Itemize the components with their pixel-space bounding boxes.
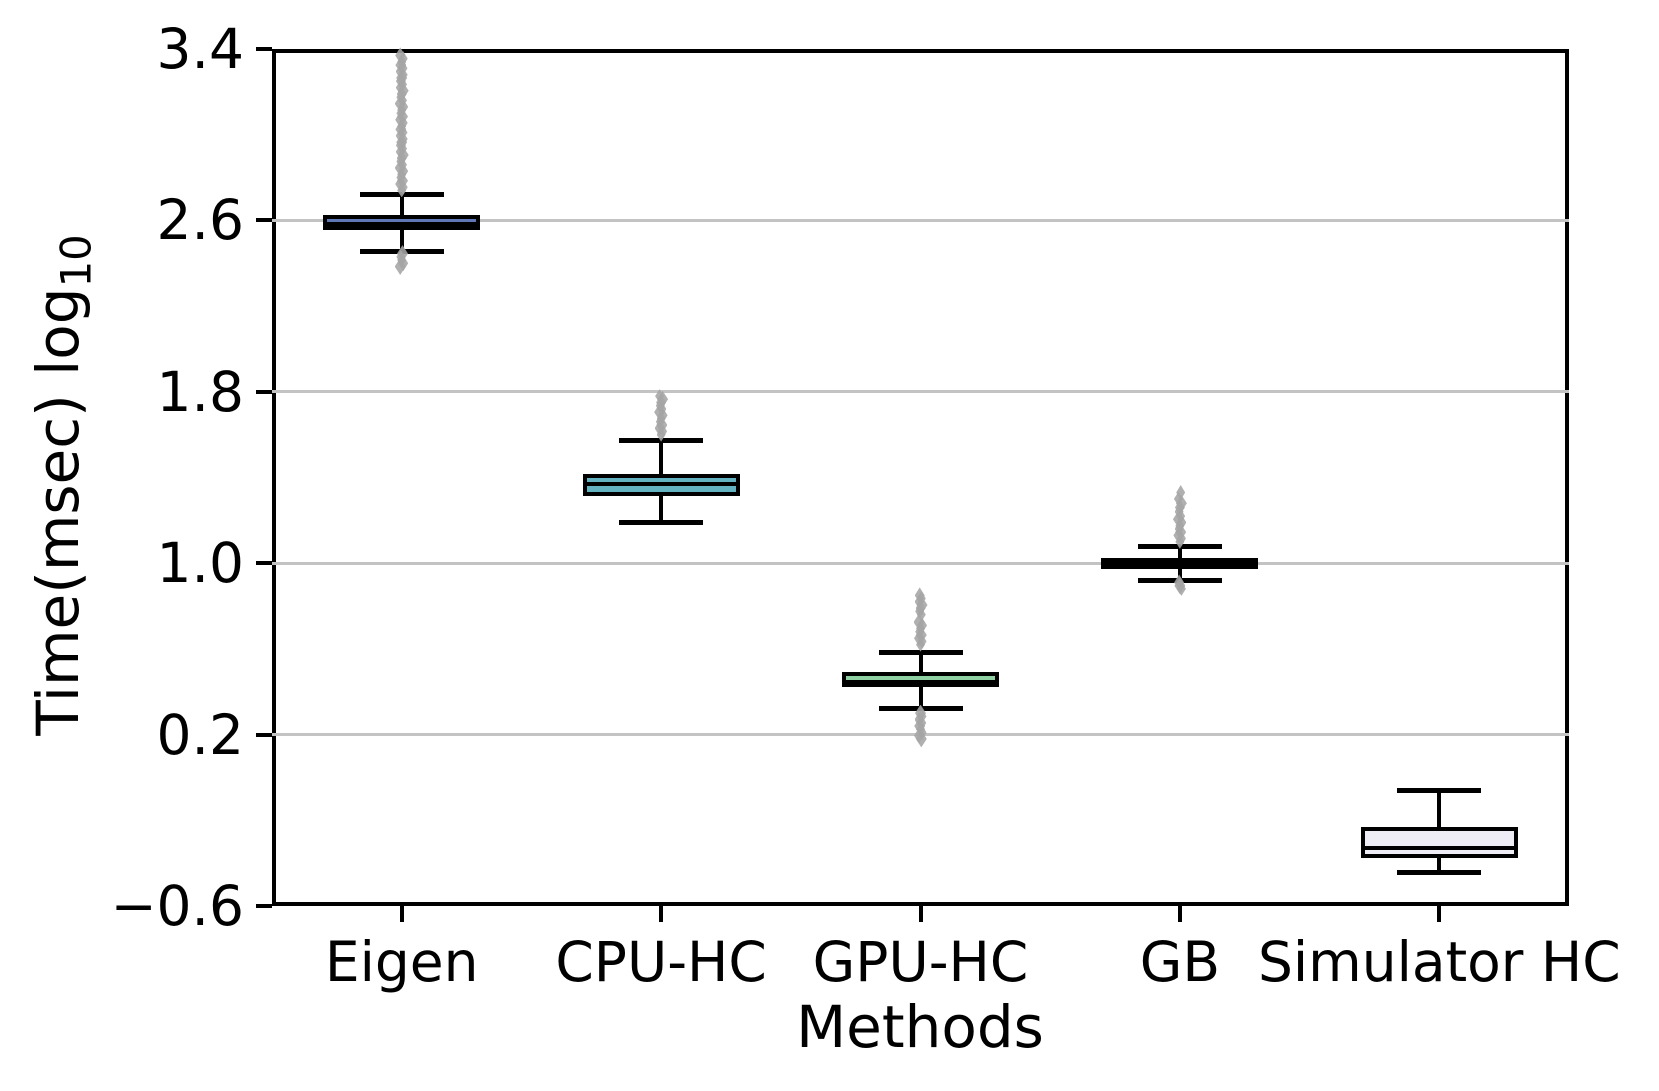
median-cpu-hc — [586, 481, 736, 486]
y-tick-mark — [256, 47, 272, 51]
outlier-gpu-hc — [916, 596, 928, 614]
median-simulator-hc — [1364, 846, 1514, 851]
x-tick-mark — [1437, 906, 1442, 922]
y-tick-mark — [256, 218, 272, 223]
x-tick-mark — [399, 906, 404, 922]
y-tick-label: −0.6 — [110, 874, 244, 938]
y-tick-mark — [256, 561, 272, 566]
box-simulator-hc — [1360, 826, 1518, 858]
x-tick-label-3: GB — [1139, 930, 1221, 994]
whisker-lower-gb — [1177, 568, 1182, 581]
whisker-lower-simulator-hc — [1437, 857, 1442, 873]
outlier-gb — [1176, 581, 1186, 596]
outlier-gb — [1175, 494, 1187, 512]
outlier-eigen — [397, 146, 409, 164]
whisker-cap-upper-simulator-hc — [1397, 787, 1482, 793]
whisker-lower-gpu-hc — [918, 687, 923, 709]
outlier-gb — [1176, 484, 1186, 500]
x-axis-label: Methods — [796, 993, 1044, 1061]
outlier-eigen — [398, 51, 408, 67]
outlier-gb — [1173, 491, 1183, 506]
outlier-eigen — [395, 47, 406, 64]
plot-area — [272, 49, 1569, 906]
outlier-gpu-hc — [915, 730, 927, 748]
outlier-eigen — [397, 82, 409, 100]
x-tick-label-1: CPU-HC — [555, 930, 767, 994]
x-tick-label-2: GPU-HC — [812, 930, 1029, 994]
gridline-y-2.6 — [272, 218, 1569, 222]
whisker-lower-cpu-hc — [659, 495, 664, 523]
x-tick-mark — [659, 906, 664, 922]
x-tick-label-4: Simulator HC — [1257, 930, 1621, 994]
outlier-cpu-hc — [657, 390, 669, 408]
whisker-cap-upper-gpu-hc — [878, 649, 963, 655]
outlier-gpu-hc — [914, 587, 925, 604]
whisker-lower-eigen — [399, 230, 404, 252]
x-tick-label-0: Eigen — [324, 930, 479, 994]
y-tick-label: 1.8 — [156, 359, 244, 424]
median-eigen — [327, 221, 477, 226]
whisker-upper-simulator-hc — [1437, 790, 1442, 827]
whisker-upper-gpu-hc — [918, 652, 923, 673]
y-tick-label: 0.2 — [156, 702, 244, 767]
gridline-y-1 — [272, 561, 1569, 565]
gridline-y-1.8 — [272, 390, 1569, 394]
whisker-upper-cpu-hc — [659, 440, 664, 475]
outlier-cpu-hc — [655, 389, 665, 404]
y-tick-label: 3.4 — [156, 17, 244, 81]
median-gpu-hc — [846, 680, 995, 685]
y-tick-mark — [256, 904, 272, 908]
outlier-gpu-hc — [913, 613, 925, 631]
whisker-upper-gb — [1177, 546, 1182, 558]
whisker-upper-eigen — [399, 194, 404, 216]
y-tick-label: 2.6 — [156, 188, 244, 253]
whisker-cap-lower-cpu-hc — [619, 519, 704, 525]
y-tick-mark — [256, 732, 272, 737]
outlier-eigen — [394, 257, 406, 275]
y-tick-label: 1.0 — [156, 531, 244, 596]
y-tick-mark — [256, 389, 272, 394]
whisker-cap-lower-simulator-hc — [1397, 870, 1482, 876]
x-tick-mark — [1177, 906, 1182, 922]
x-tick-mark — [918, 906, 923, 922]
median-gb — [1105, 561, 1255, 566]
